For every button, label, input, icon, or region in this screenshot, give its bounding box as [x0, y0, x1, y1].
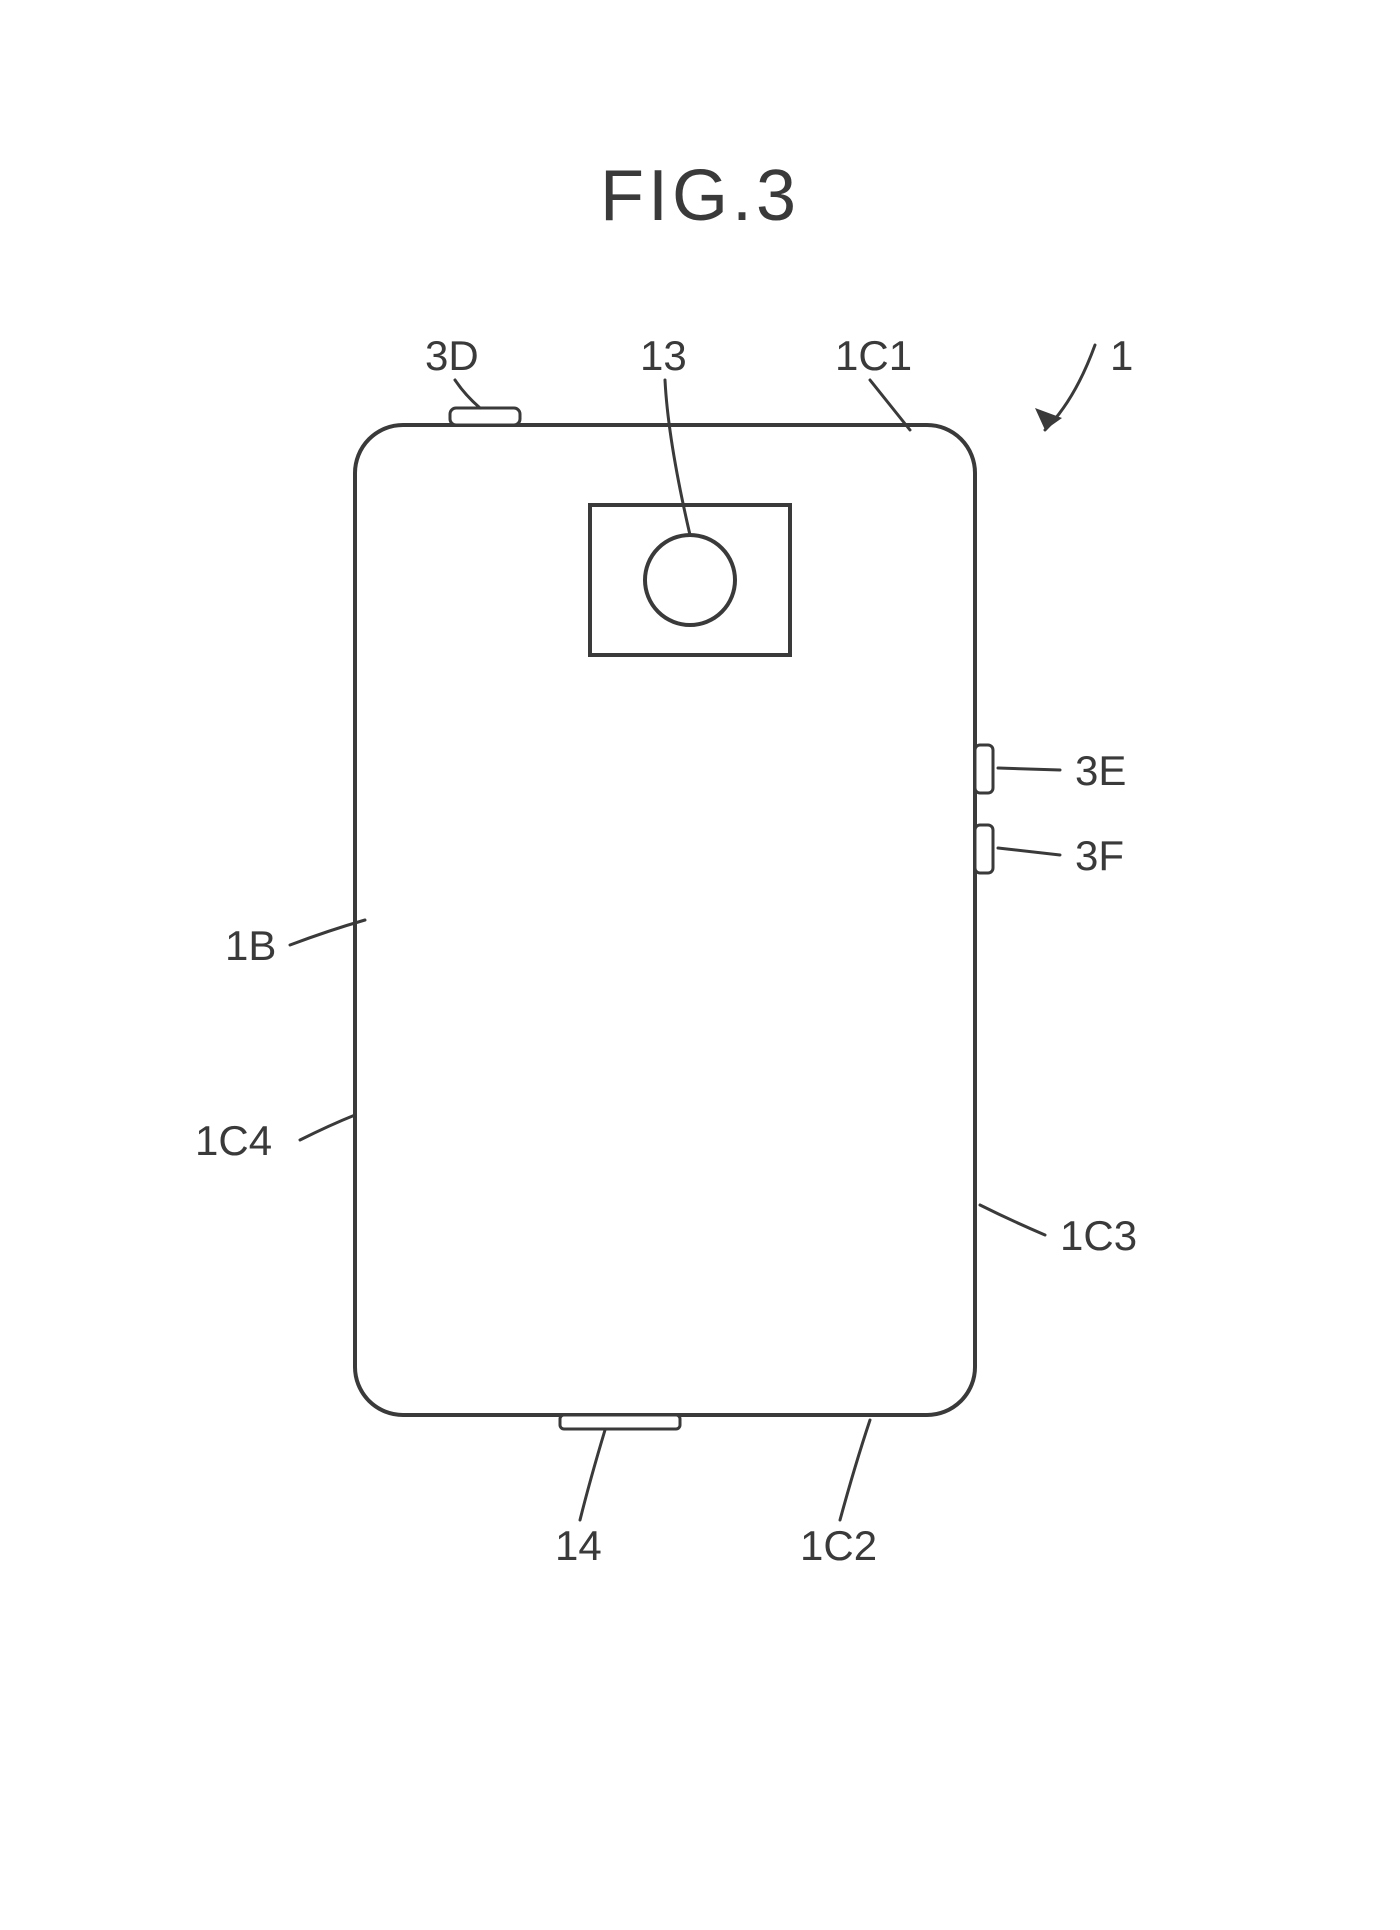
bottom-port [560, 1415, 680, 1429]
leader-l_14 [580, 1430, 605, 1520]
label-1C2: 1C2 [800, 1522, 877, 1569]
label-3D: 3D [425, 332, 479, 379]
camera-module [590, 505, 790, 655]
leader-l_3E [998, 768, 1060, 770]
label-13: 13 [640, 332, 687, 379]
leader-l_1C4 [300, 1115, 355, 1140]
leader-l_1C1 [870, 380, 910, 430]
side-button-upper [975, 745, 993, 793]
figure-title: FIG.3 [600, 156, 800, 236]
label-1C3: 1C3 [1060, 1212, 1137, 1259]
top-button [450, 408, 520, 425]
camera-lens [645, 535, 735, 625]
device-body [355, 425, 975, 1415]
label-3F: 3F [1075, 832, 1124, 879]
label-1C1: 1C1 [835, 332, 912, 379]
leader-l_3D [455, 380, 480, 408]
label-1: 1 [1110, 332, 1133, 379]
leader-l_3F [998, 848, 1060, 855]
label-14: 14 [555, 1522, 602, 1569]
arrowhead-ref-1 [1035, 408, 1062, 430]
label-1C4: 1C4 [195, 1117, 272, 1164]
leader-l_13 [665, 380, 690, 535]
label-3E: 3E [1075, 747, 1126, 794]
leader-l_1C2 [840, 1420, 870, 1520]
leader-l_1C3 [980, 1205, 1045, 1235]
side-button-lower [975, 825, 993, 873]
label-1B: 1B [225, 922, 276, 969]
